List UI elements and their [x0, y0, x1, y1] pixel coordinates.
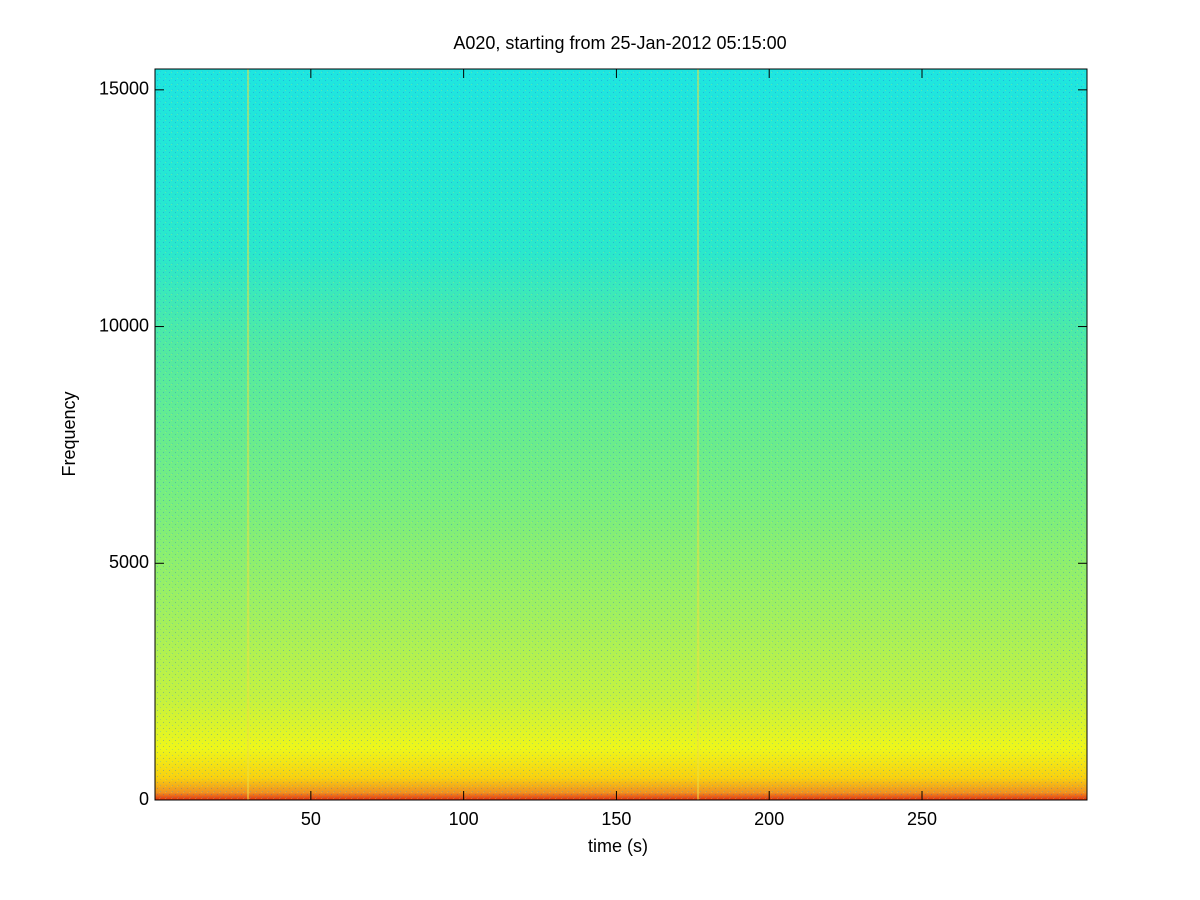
chart-title: A020, starting from 25-Jan-2012 05:15:00	[453, 33, 786, 53]
spectrogram-noise	[155, 69, 1087, 800]
x-axis-label: time (s)	[588, 836, 648, 856]
x-tick-label: 200	[754, 809, 784, 829]
axes-box	[154, 68, 1088, 801]
y-tick-label: 15000	[99, 79, 149, 99]
y-tick-label: 10000	[99, 315, 149, 335]
y-tick-label: 5000	[109, 552, 149, 572]
x-tick-label: 150	[601, 809, 631, 829]
x-tick-label: 100	[449, 809, 479, 829]
x-tick-label: 50	[301, 809, 321, 829]
y-tick-label: 0	[139, 789, 149, 809]
x-tick-label: 250	[907, 809, 937, 829]
plot-area	[154, 68, 1088, 801]
y-axis-label: Frequency	[59, 391, 79, 476]
